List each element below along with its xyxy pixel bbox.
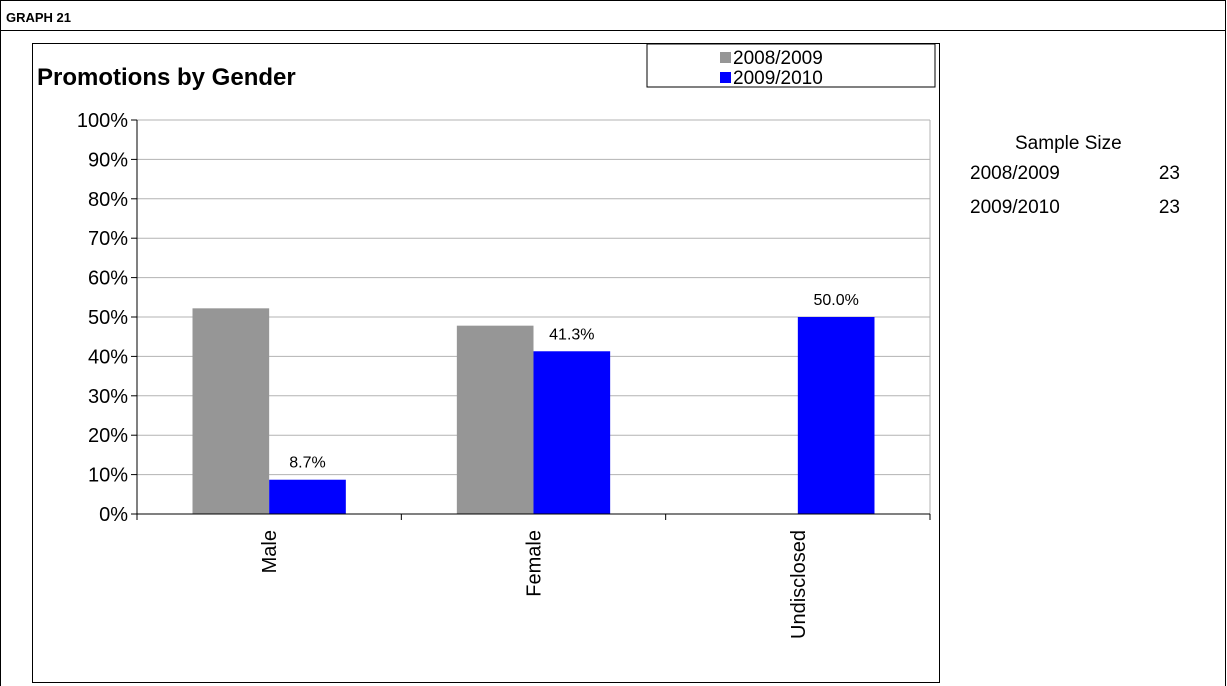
y-tick-label: 40%: [88, 346, 128, 368]
sample-size-title: Sample Size: [1015, 133, 1122, 154]
sample-size-count: 23: [1158, 163, 1180, 184]
data-label: 8.7%: [289, 455, 325, 472]
y-tick-label: 60%: [88, 268, 128, 290]
y-tick-label: 80%: [88, 189, 128, 211]
legend-label[interactable]: 2008/2009: [733, 48, 823, 69]
sample-size-year: 2009/2010: [970, 197, 1060, 218]
chart-title: Promotions by Gender: [37, 64, 296, 91]
y-tick-label: 0%: [99, 504, 128, 526]
data-labels: 8.7% 41.3% 50.0%: [289, 292, 859, 472]
sample-size-year: 2008/2009: [970, 163, 1060, 184]
legend-swatch: [720, 52, 731, 63]
axes: 0% 10% 20% 30% 40% 50% 60% 70% 80% 90% 100% Male Fem…: [77, 110, 931, 639]
graph-header: GRAPH 21: [0, 0, 1226, 31]
y-tick-label: 70%: [88, 228, 128, 250]
legend-box: [646, 43, 936, 88]
x-tick-label: Female: [524, 530, 546, 597]
y-tick-label: 10%: [88, 465, 128, 487]
bars: [192, 308, 875, 514]
legend-swatch: [720, 72, 731, 83]
data-label: 41.3%: [549, 326, 594, 343]
y-tick-label: 90%: [88, 149, 128, 171]
x-tick-label: Male: [259, 530, 281, 573]
x-tick-label: Undisclosed: [788, 530, 810, 639]
bar-2009/2010: [533, 351, 611, 514]
graph-number: GRAPH 21: [6, 10, 72, 25]
y-tick-label: 20%: [88, 425, 128, 447]
y-tick-label: 50%: [88, 307, 128, 329]
y-tick-label: 100%: [77, 110, 128, 132]
bar-2008/2009: [192, 308, 270, 514]
bar-2008/2009: [456, 325, 534, 514]
data-label: 50.0%: [813, 292, 858, 309]
bar-2009/2010: [269, 479, 346, 514]
bar-2009/2010: [797, 317, 875, 514]
sample-size-count: 23: [1158, 197, 1180, 218]
y-tick-label: 30%: [88, 386, 128, 408]
chart-container: [32, 43, 940, 683]
legend-label[interactable]: 2009/2010: [733, 68, 823, 89]
